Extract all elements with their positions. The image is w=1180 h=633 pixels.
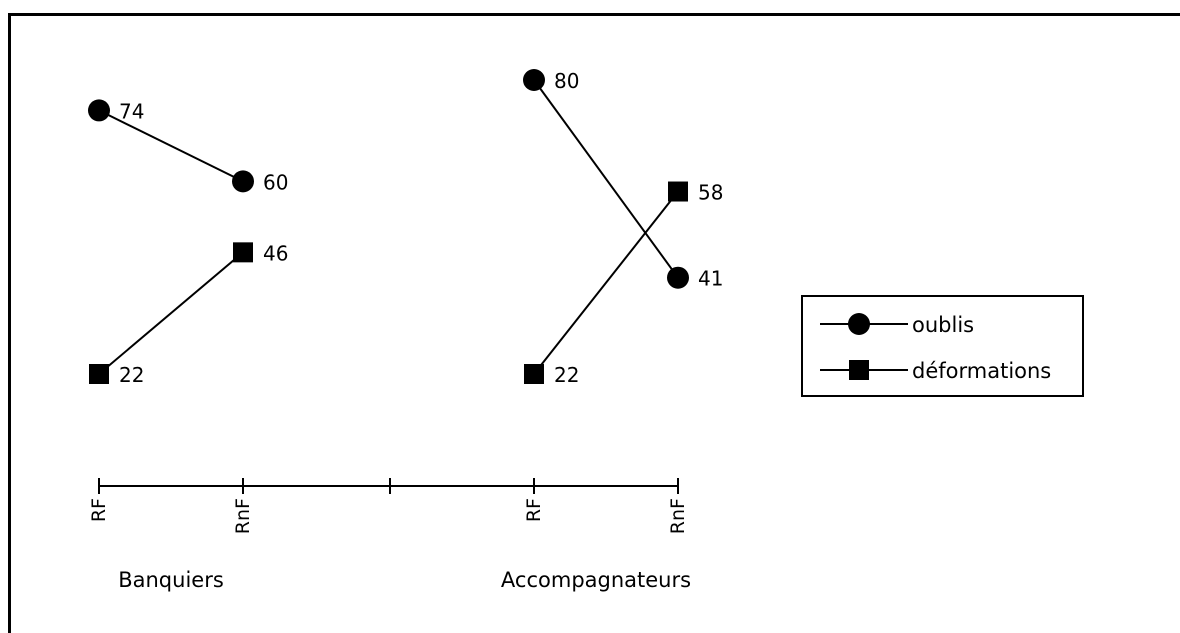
data-label-oublis: 74	[119, 99, 144, 123]
legend-label-oublis: oublis	[912, 313, 974, 337]
series-line-deformations-banquiers	[98, 251, 244, 375]
data-point-deformations	[524, 364, 544, 384]
data-label-deformations: 58	[698, 181, 723, 205]
data-point-oublis	[523, 69, 545, 91]
series-line-oublis-accompagnateurs	[533, 79, 679, 279]
data-label-deformations: 22	[554, 363, 579, 387]
group-label-banquiers: Banquiers	[118, 568, 224, 592]
legend-label-deformations: déformations	[912, 359, 1051, 383]
legend: oublis déformations	[801, 295, 1084, 397]
x-tick-label: RF	[523, 498, 545, 522]
legend-marker-oublis	[848, 313, 870, 335]
data-point-oublis	[88, 99, 110, 122]
data-point-deformations	[233, 242, 253, 263]
chart-frame	[8, 13, 1180, 633]
series-line-oublis-banquiers	[98, 109, 244, 183]
x-tick-label: RnF	[667, 498, 689, 534]
data-label-oublis: 60	[263, 170, 288, 194]
data-point-oublis	[667, 266, 689, 289]
data-point-deformations	[89, 364, 109, 384]
data-point-oublis	[232, 170, 254, 193]
data-label-oublis: 41	[698, 267, 723, 291]
data-label-deformations: 22	[119, 363, 144, 387]
data-label-oublis: 80	[554, 69, 579, 93]
x-axis: RF RnF Banquiers RF RnF Accompagnateurs	[88, 478, 691, 592]
line-chart: 74 60 80 41 22 46 22 58 RF RnF Banquiers RF RnF Acco…	[88, 69, 1084, 592]
data-label-deformations: 46	[263, 241, 288, 265]
legend-box	[801, 295, 1084, 397]
x-tick-label: RnF	[232, 498, 254, 534]
data-point-deformations	[668, 181, 688, 202]
x-tick-label: RF	[88, 498, 110, 522]
legend-marker-deformations	[849, 360, 869, 380]
group-label-accompagnateurs: Accompagnateurs	[501, 568, 691, 592]
series-line-deformations-accompagnateurs	[533, 190, 679, 375]
